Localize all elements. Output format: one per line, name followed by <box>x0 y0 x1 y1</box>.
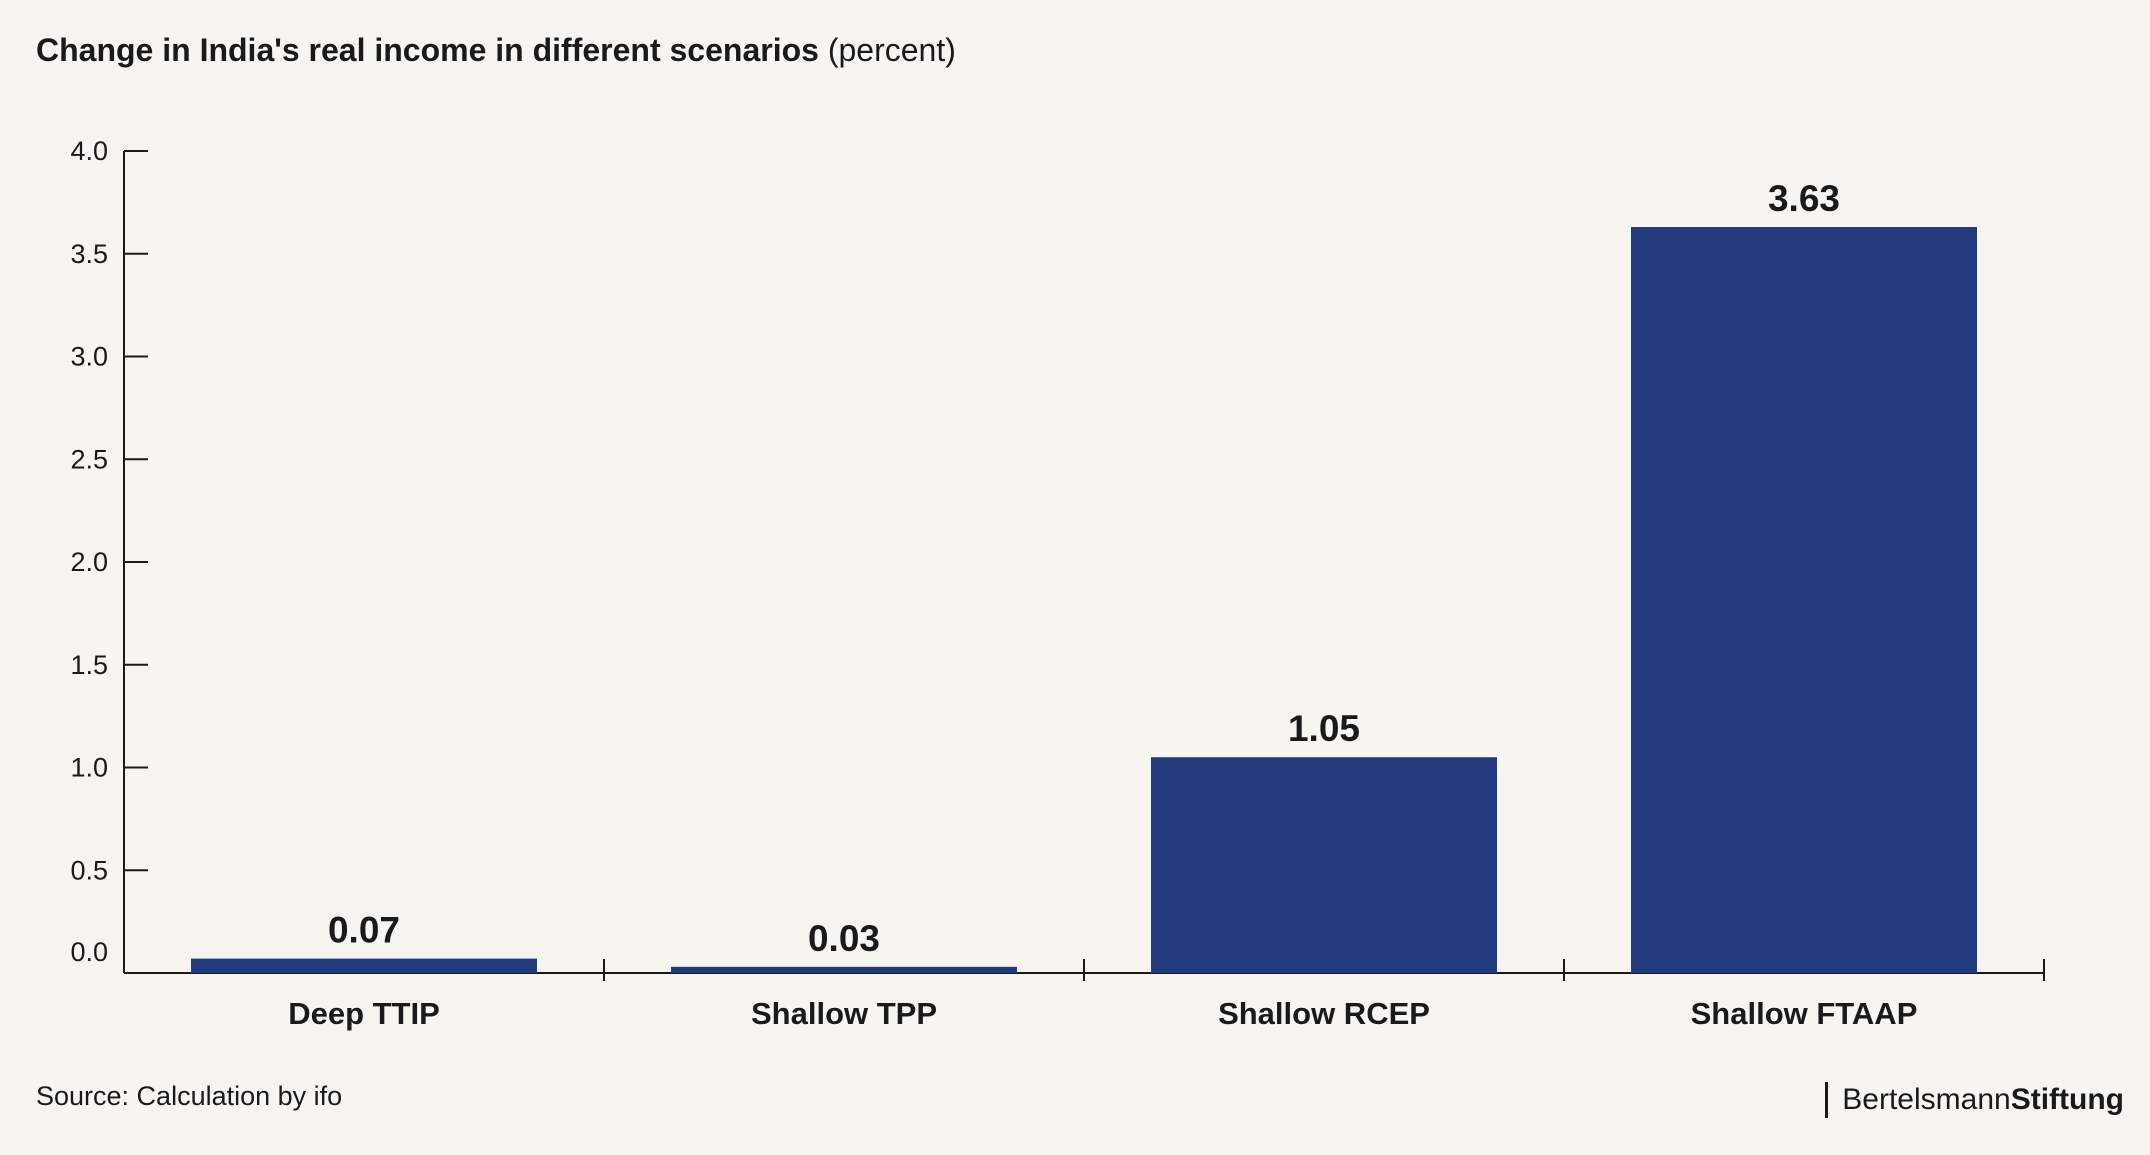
y-tick-label: 0.0 <box>70 937 108 967</box>
x-tick-label: Deep TTIP <box>288 996 440 1031</box>
y-tick-label: 2.0 <box>70 547 108 577</box>
bar <box>1151 757 1497 973</box>
source-note: Source: Calculation by ifo <box>36 1081 343 1111</box>
chart-title-unit: (percent) <box>827 32 956 68</box>
chart-title: Change in India's real income in differe… <box>36 28 956 72</box>
brand-logo-part2: Stiftung <box>2010 1083 2124 1116</box>
y-tick-label: 0.5 <box>70 855 108 885</box>
bar-value-label: 3.63 <box>1768 178 1840 219</box>
bar <box>1631 227 1977 973</box>
x-tick-label: Shallow TPP <box>751 996 937 1031</box>
bar <box>671 966 1017 973</box>
y-tick-label: 2.5 <box>70 444 108 474</box>
x-tick-label: Shallow FTAAP <box>1691 996 1918 1031</box>
brand-logo: BertelsmannStiftung <box>1825 1082 2124 1118</box>
y-tick-label: 3.5 <box>70 239 108 269</box>
bar-value-label: 1.05 <box>1288 708 1360 749</box>
bar <box>191 958 537 973</box>
y-tick-label: 1.5 <box>70 650 108 680</box>
bar-value-label: 0.03 <box>808 918 880 959</box>
bar-value-label: 0.07 <box>328 910 400 951</box>
y-tick-label: 3.0 <box>70 342 108 372</box>
y-tick-label: 1.0 <box>70 753 108 783</box>
chart-title-main: Change in India's real income in differe… <box>36 32 819 68</box>
x-tick-label: Shallow RCEP <box>1218 996 1430 1031</box>
brand-logo-part1: Bertelsmann <box>1842 1083 2011 1116</box>
y-tick-label: 4.0 <box>70 136 108 166</box>
